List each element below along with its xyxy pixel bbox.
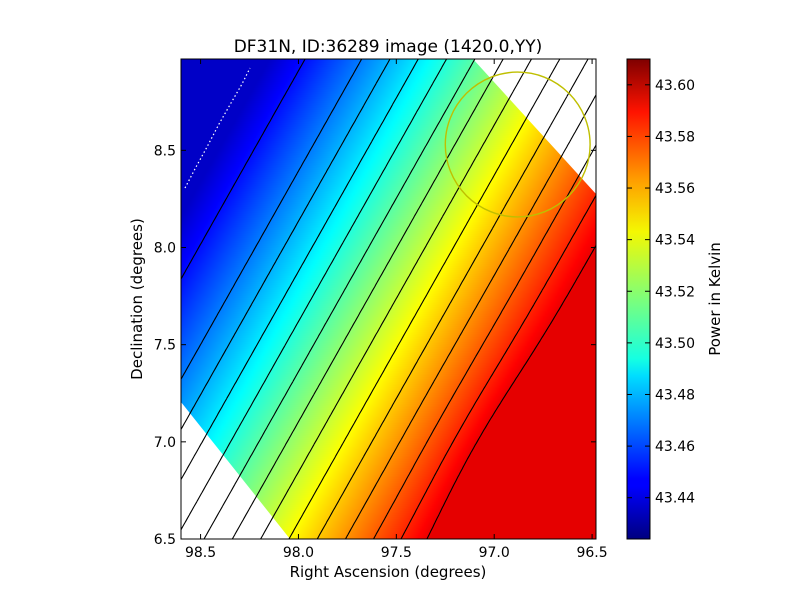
y-axis-label: Declination (degrees) xyxy=(128,218,146,380)
x-tick-label: 97.5 xyxy=(381,545,412,561)
y-tick-label: 7.5 xyxy=(154,338,176,354)
contour-line xyxy=(181,59,419,480)
colorbar-tick-label: 43.50 xyxy=(655,336,695,352)
x-tick-label: 96.5 xyxy=(576,545,607,561)
y-axis: 6.5 7.0 7.5 8.0 8.5 xyxy=(154,143,596,548)
contour-lines xyxy=(181,59,596,539)
colorbar-label: Power in Kelvin xyxy=(706,242,724,356)
contour-line xyxy=(203,59,476,539)
heatmap-image xyxy=(181,59,596,539)
contour-line xyxy=(288,59,561,539)
y-tick-label: 6.5 xyxy=(154,532,176,548)
y-tick-label: 8.0 xyxy=(154,241,176,257)
colorbar-tick-label: 43.44 xyxy=(655,491,695,507)
contour-line xyxy=(181,59,448,530)
x-axis-label: Right Ascension (degrees) xyxy=(290,563,487,581)
colorbar-tick-label: 43.58 xyxy=(655,129,695,145)
contour-line xyxy=(231,59,504,539)
colorbar-tick-label: 43.54 xyxy=(655,233,695,249)
x-tick-label: 98.5 xyxy=(185,545,216,561)
contour-line xyxy=(181,59,306,280)
contour-line xyxy=(181,59,391,430)
colorbar-tick-label: 43.56 xyxy=(655,181,695,197)
x-tick-label: 98.0 xyxy=(283,545,314,561)
colorbar-tick-label: 43.60 xyxy=(655,78,695,94)
y-tick-label: 7.0 xyxy=(154,435,176,451)
colorbar-tick-label: 43.52 xyxy=(655,284,695,300)
x-tick-label: 97.0 xyxy=(479,545,510,561)
contour-line xyxy=(316,59,589,539)
plot-frame xyxy=(180,58,597,540)
y-tick-label: 8.5 xyxy=(154,143,176,159)
source-circle xyxy=(444,71,591,218)
chart-title: DF31N, ID:36289 image (1420.0,YY) xyxy=(234,37,543,57)
colorbar-tick-label: 43.46 xyxy=(655,439,695,455)
colorbar-tick-label: 43.48 xyxy=(655,387,695,403)
contour-line xyxy=(260,59,532,539)
colorbar xyxy=(626,58,651,540)
colorbar-axis: 43.44 43.46 43.48 43.50 43.52 43.54 43.56 43.58… xyxy=(627,78,695,507)
x-axis: 98.5 98.0 97.5 97.0 96.5 xyxy=(185,59,608,561)
dotted-contour xyxy=(184,67,251,189)
contour-line xyxy=(181,59,363,380)
